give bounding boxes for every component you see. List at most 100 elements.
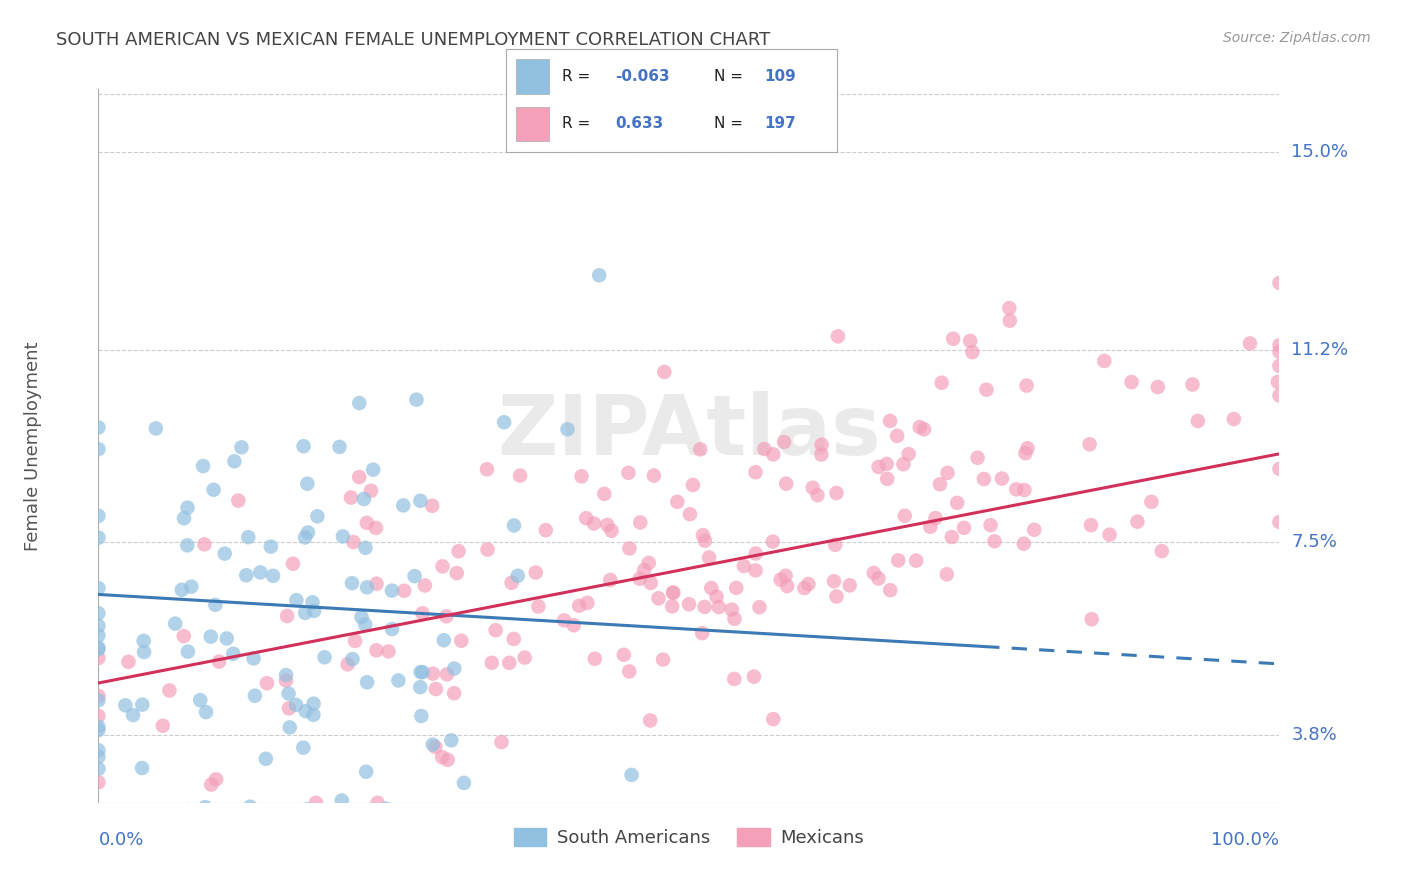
Point (446, 566, 468, 580)
Point (152, 719, 174, 733)
Point (1181, 377, 1204, 392)
Point (485, 624, 508, 638)
Text: 0.0%: 0.0% (98, 831, 143, 849)
Point (330, 793, 353, 807)
Point (1239, 336, 1261, 351)
Point (387, 673, 409, 688)
Point (425, 681, 447, 696)
Point (87, 693, 110, 707)
Point (908, 420, 931, 434)
Point (690, 626, 713, 640)
Point (188, 693, 211, 707)
Point (332, 529, 354, 543)
Point (87, 749, 110, 764)
Point (725, 581, 748, 595)
Point (231, 441, 253, 455)
Point (170, 582, 193, 597)
Point (173, 511, 195, 525)
Point (494, 415, 516, 429)
Point (131, 698, 153, 712)
Point (202, 483, 225, 497)
Point (87, 723, 110, 737)
Point (583, 651, 606, 665)
Point (195, 705, 218, 719)
Text: 109: 109 (763, 70, 796, 84)
Point (277, 701, 299, 715)
Point (297, 525, 319, 540)
Text: 11.2%: 11.2% (1291, 341, 1348, 359)
Point (87, 642, 110, 657)
Point (176, 803, 198, 817)
Point (700, 581, 723, 595)
Point (693, 533, 716, 548)
Text: 7.5%: 7.5% (1291, 533, 1337, 551)
Point (1014, 446, 1036, 460)
Point (117, 655, 139, 669)
Point (723, 672, 745, 686)
Point (177, 645, 200, 659)
Point (434, 609, 457, 624)
Point (776, 579, 799, 593)
Point (420, 499, 443, 513)
Point (381, 622, 404, 636)
Point (224, 454, 246, 468)
Point (662, 586, 685, 600)
Point (1267, 375, 1289, 389)
Point (876, 457, 898, 471)
Point (1140, 495, 1163, 509)
Point (412, 607, 434, 621)
Point (942, 332, 965, 346)
Point (1268, 388, 1291, 402)
Point (240, 821, 263, 835)
Point (425, 739, 447, 754)
Point (643, 468, 665, 483)
Point (935, 567, 957, 582)
Point (973, 472, 995, 486)
Point (208, 655, 231, 669)
Point (294, 704, 316, 718)
Point (297, 476, 319, 491)
Point (946, 496, 969, 510)
Point (301, 595, 323, 609)
Point (200, 630, 222, 644)
Point (114, 698, 136, 713)
Point (662, 585, 685, 599)
Point (1014, 483, 1036, 497)
Point (294, 531, 316, 545)
Point (733, 559, 755, 574)
Point (575, 511, 598, 525)
Point (806, 488, 828, 502)
FancyBboxPatch shape (516, 59, 550, 95)
Point (825, 590, 848, 604)
Point (294, 606, 316, 620)
Point (87, 775, 110, 789)
Point (991, 471, 1014, 485)
Point (364, 521, 387, 535)
Point (411, 709, 433, 723)
Point (600, 524, 623, 538)
Text: R =: R = (562, 117, 600, 131)
Point (1146, 380, 1168, 394)
Point (1223, 412, 1246, 426)
Point (936, 466, 959, 480)
Point (87, 420, 110, 434)
Point (440, 733, 463, 747)
Point (278, 720, 301, 734)
Point (145, 421, 167, 435)
Point (205, 772, 228, 787)
Point (769, 573, 792, 587)
Point (356, 675, 378, 690)
Point (775, 568, 797, 582)
Point (654, 365, 676, 379)
Point (886, 429, 908, 443)
Point (748, 600, 770, 615)
Point (931, 376, 953, 390)
Point (409, 680, 432, 694)
Point (453, 776, 475, 790)
Point (876, 472, 898, 486)
Point (762, 534, 785, 549)
Point (87, 581, 110, 595)
Point (640, 575, 662, 590)
Point (920, 520, 942, 534)
Point (775, 476, 797, 491)
